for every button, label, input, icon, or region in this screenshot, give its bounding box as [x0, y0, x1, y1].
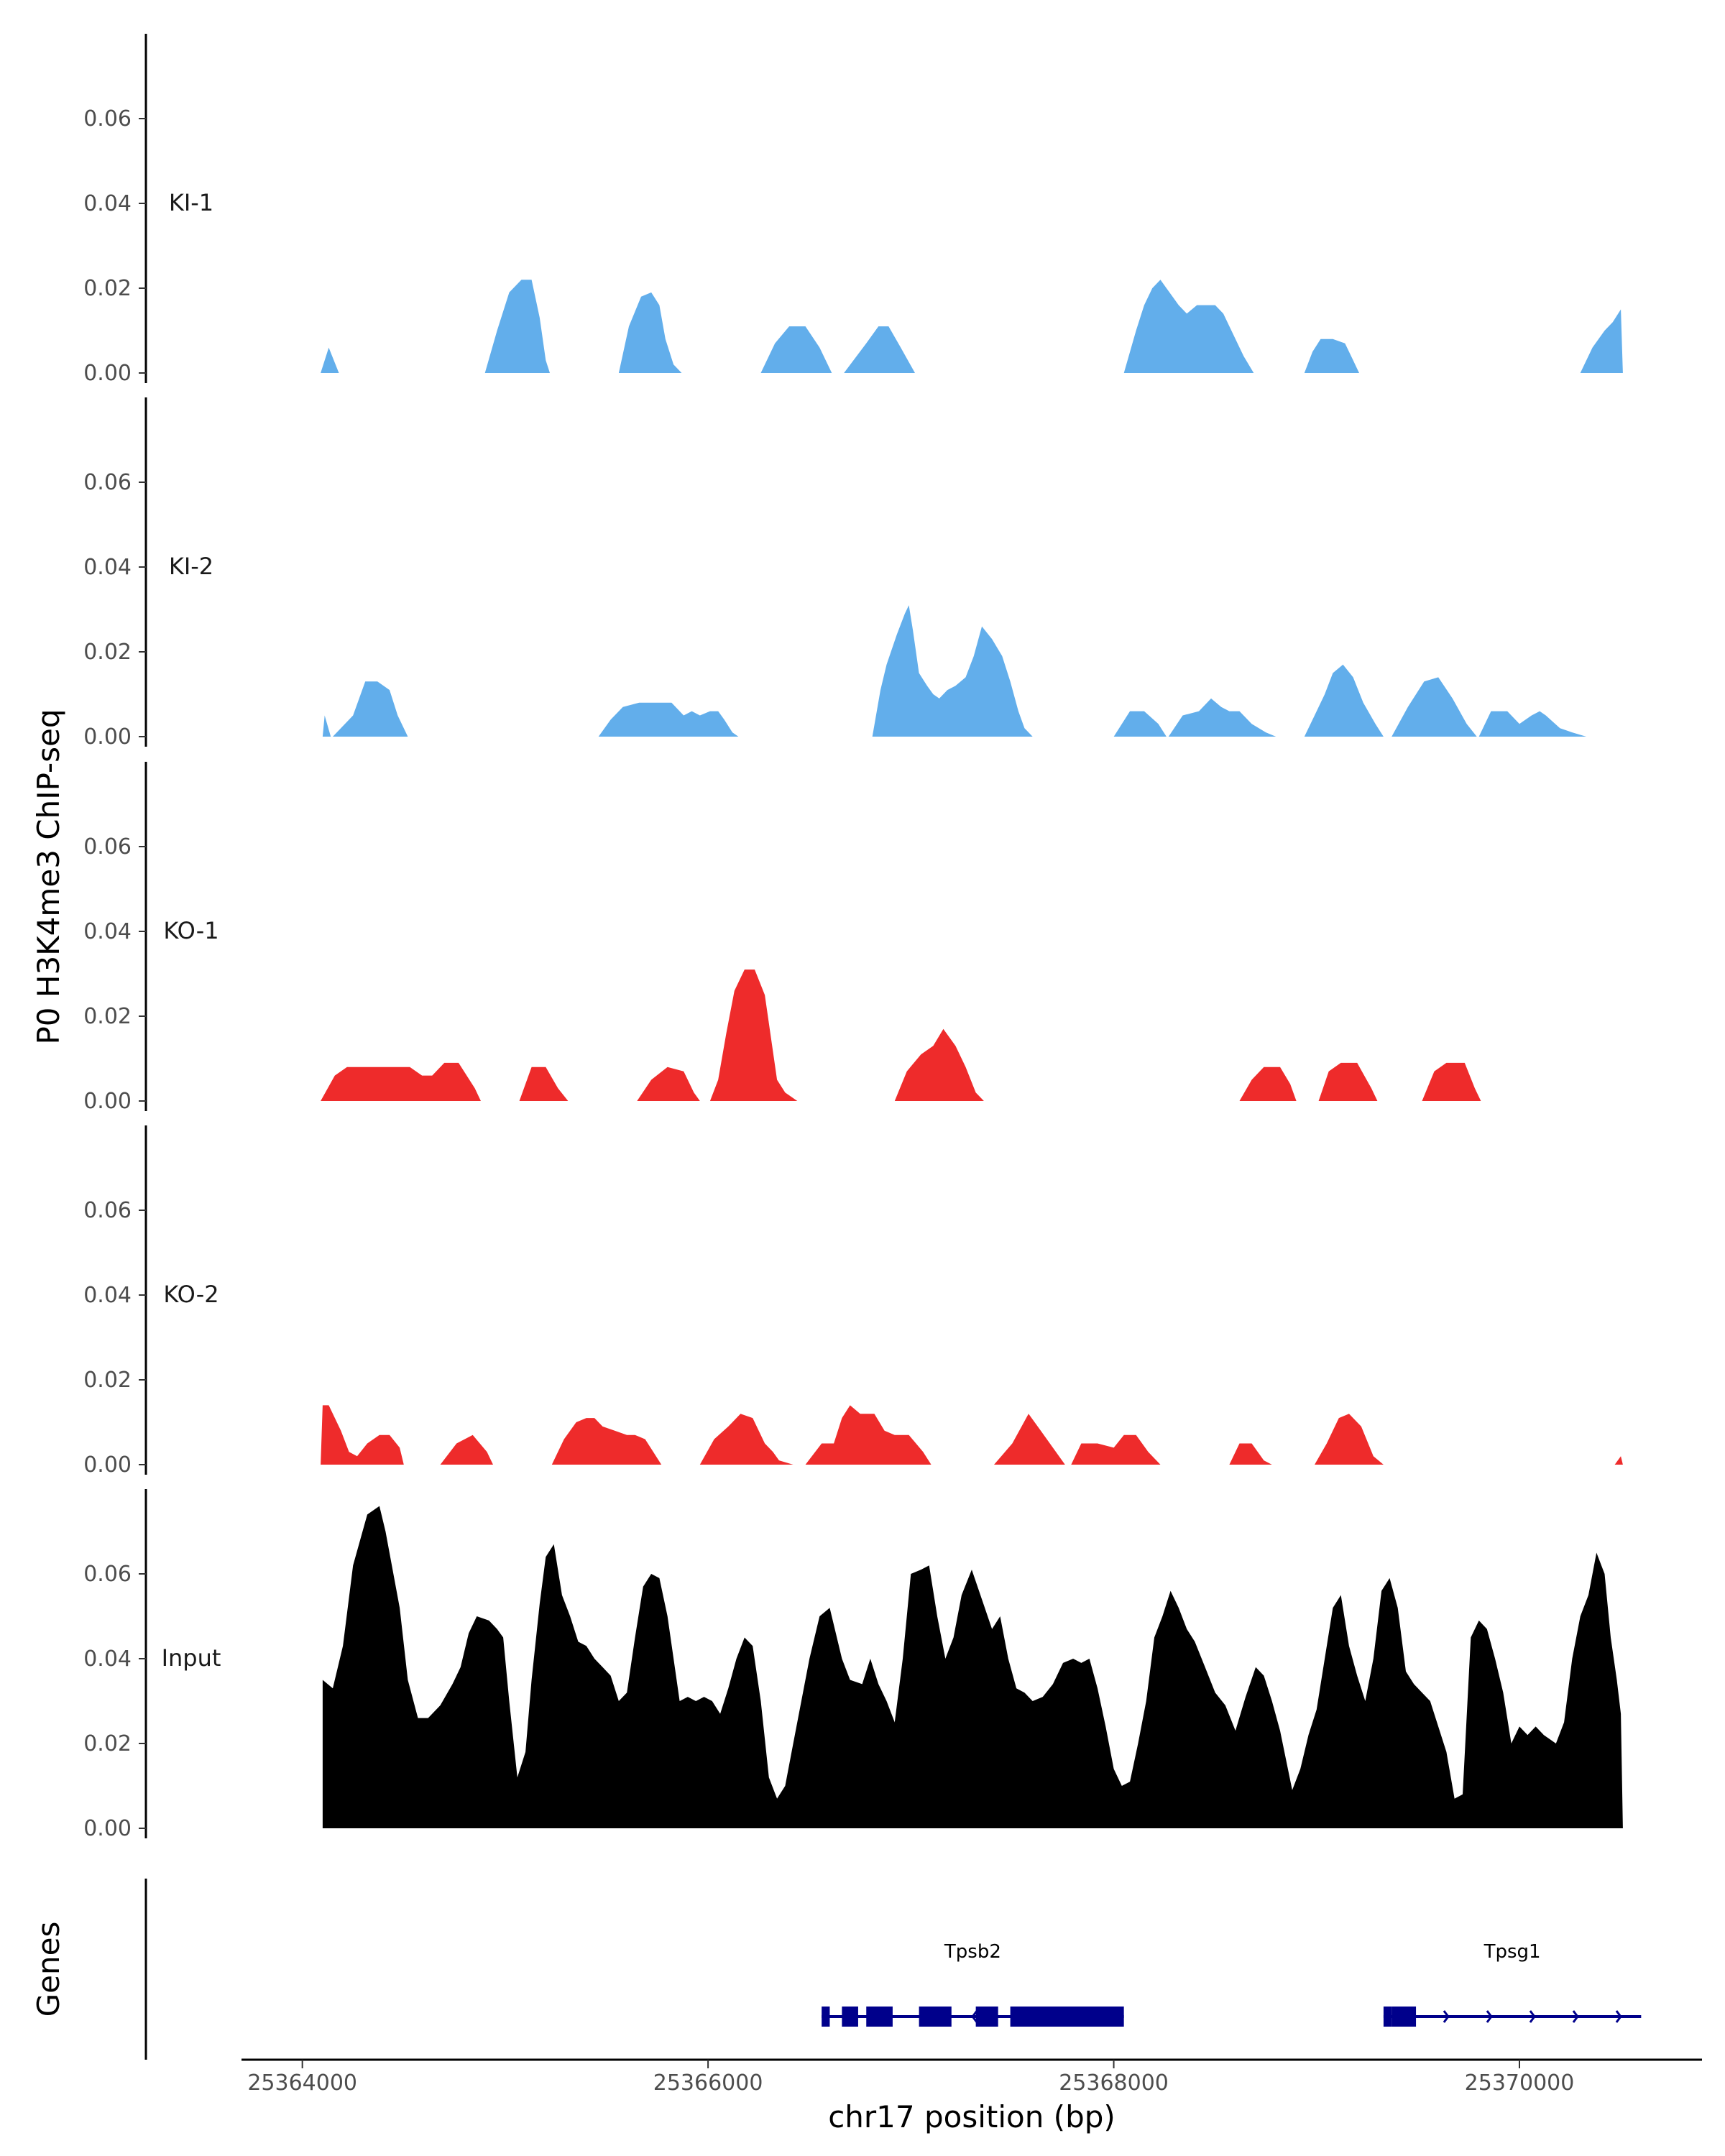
y-tick-label: 0.06 — [83, 470, 132, 495]
track-label: KO-1 — [163, 917, 218, 944]
y-tick-label: 0.00 — [83, 361, 132, 386]
y-tick-label: 0.02 — [83, 640, 132, 665]
track-input: 0.00 0.02 0.04 0.06 Input — [83, 1489, 1623, 1841]
signal-area-ki-2 — [322, 605, 1622, 737]
strand-arrow — [1615, 2010, 1622, 2023]
y-tick-label: 0.02 — [83, 1731, 132, 1756]
exon — [1383, 2007, 1392, 2027]
gene-annotation-panel: Tpsb2 Tpsg1 — [144, 1879, 1642, 2060]
y-tick-label: 0.06 — [83, 1198, 132, 1223]
signal-area-input — [322, 1506, 1623, 1828]
x-tick-label: 25368000 — [1059, 2070, 1169, 2096]
exon — [822, 2007, 830, 2027]
x-tick-label: 25370000 — [1465, 2070, 1575, 2096]
strand-arrow — [971, 2010, 978, 2023]
exon — [1392, 2007, 1417, 2027]
y-tick-label: 0.06 — [83, 1562, 132, 1587]
y-tick-label: 0.06 — [83, 834, 132, 860]
gene-tpsb2: Tpsb2 — [822, 1941, 1124, 2027]
y-tick-label: 0.04 — [83, 1283, 132, 1308]
signal-area-ko-2 — [321, 1405, 1623, 1465]
exon — [919, 2007, 952, 2027]
gene-label: Tpsg1 — [1484, 1941, 1541, 1963]
y-axis-title: P0 H3K4me3 ChIP-seq — [31, 709, 66, 1044]
y-tick-label: 0.04 — [83, 919, 132, 944]
strand-arrow — [1443, 2010, 1450, 2023]
track-label: KI-1 — [169, 189, 213, 216]
track-ki-2: 0.00 0.02 0.04 0.06 KI-2 — [83, 397, 1622, 750]
track-ki-1: 0.00 0.02 0.04 0.06 KI-1 — [83, 34, 1623, 386]
y-tick-label: 0.00 — [83, 1452, 132, 1478]
gene-label: Tpsb2 — [944, 1941, 1001, 1963]
exon — [1010, 2007, 1124, 2027]
y-tick-label: 0.00 — [83, 1089, 132, 1114]
y-tick-label: 0.04 — [83, 1646, 132, 1672]
x-axis-title: chr17 position (bp) — [828, 2099, 1116, 2134]
strand-arrow — [1572, 2010, 1579, 2023]
y-tick-label: 0.00 — [83, 724, 132, 750]
track-label: KO-2 — [163, 1281, 218, 1308]
exon — [975, 2007, 998, 2027]
track-label: Input — [162, 1644, 221, 1672]
exon — [866, 2007, 893, 2027]
y-tick-label: 0.04 — [83, 555, 132, 580]
x-axis: 25364000 25366000 25368000 25370000 — [242, 2058, 1702, 2096]
y-tick-label: 0.04 — [83, 191, 132, 216]
track-ko-1: 0.00 0.02 0.04 0.06 KO-1 — [83, 762, 1481, 1114]
strand-arrow — [1529, 2010, 1536, 2023]
signal-area-ki-1 — [321, 280, 1623, 373]
track-label: KI-2 — [169, 553, 213, 580]
x-tick-label: 25366000 — [653, 2070, 763, 2096]
strand-arrow — [1486, 2010, 1493, 2023]
y-tick-label: 0.02 — [83, 1004, 132, 1029]
exon — [842, 2007, 858, 2027]
y-tick-label: 0.02 — [83, 276, 132, 301]
x-tick-label: 25364000 — [247, 2070, 357, 2096]
signal-area-ko-1 — [321, 969, 1481, 1101]
y-tick-label: 0.02 — [83, 1368, 132, 1393]
signal-tracks: 0.00 0.02 0.04 0.06 KI-1 0.00 0.02 0.04 0.06 KI-2… — [83, 34, 1623, 1841]
y-tick-label: 0.00 — [83, 1816, 132, 1841]
track-ko-2: 0.00 0.02 0.04 0.06 KO-2 — [83, 1125, 1623, 1478]
gene-tpsg1: Tpsg1 — [1383, 1941, 1642, 2027]
y-tick-label: 0.06 — [83, 106, 132, 132]
genes-axis-title: Genes — [31, 1922, 66, 2017]
